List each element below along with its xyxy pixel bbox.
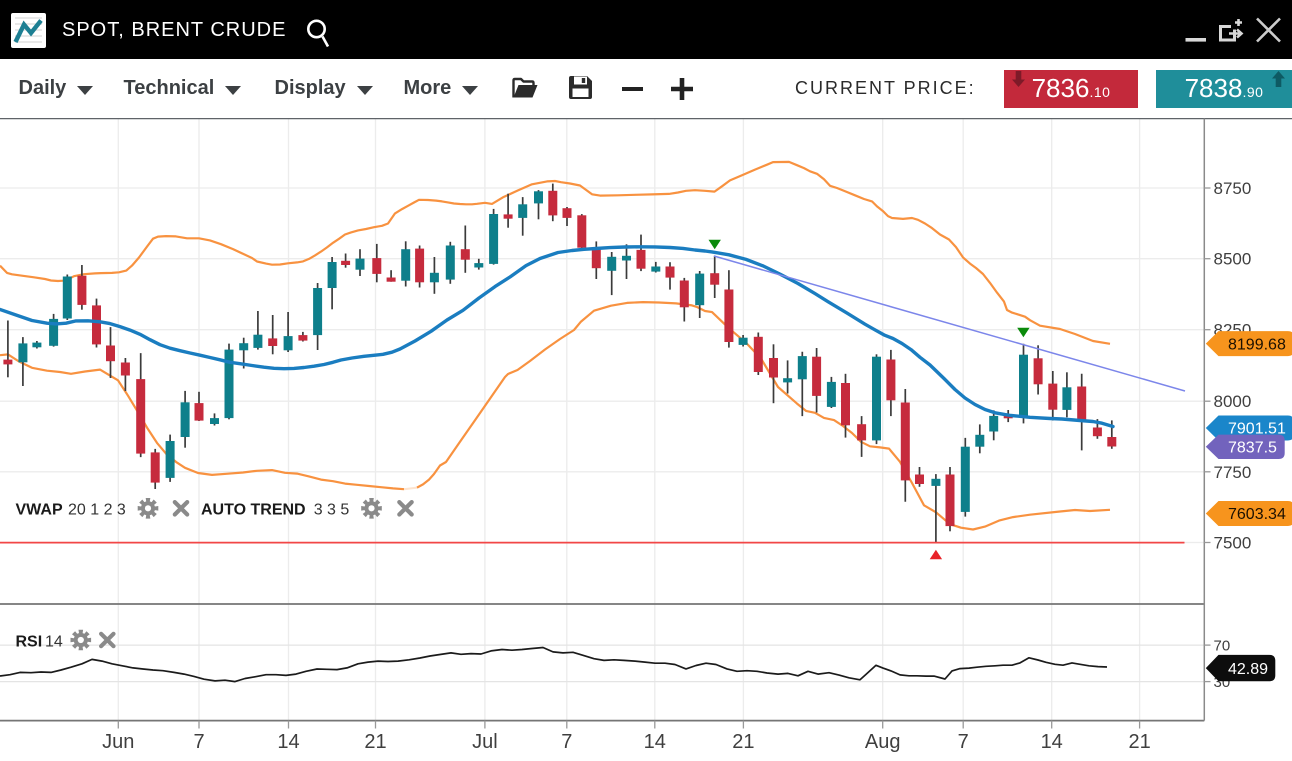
svg-text:8750: 8750 (1214, 179, 1252, 198)
svg-text:7500: 7500 (1214, 534, 1252, 553)
svg-text:VWAP: VWAP (16, 502, 63, 519)
svg-text:7750: 7750 (1214, 463, 1252, 482)
svg-text:14: 14 (1041, 731, 1063, 753)
svg-text:7837.5: 7837.5 (1228, 440, 1277, 457)
svg-text:21: 21 (1128, 731, 1150, 753)
svg-text:Jul: Jul (472, 731, 498, 753)
svg-text:20 1 2 3: 20 1 2 3 (68, 502, 126, 519)
svg-text:21: 21 (732, 731, 754, 753)
svg-text:14: 14 (644, 731, 666, 753)
svg-text:8500: 8500 (1214, 250, 1252, 269)
svg-text:RSI: RSI (16, 633, 43, 650)
svg-text:8199.68: 8199.68 (1228, 336, 1286, 353)
svg-text:8000: 8000 (1214, 392, 1252, 411)
svg-text:14: 14 (277, 731, 299, 753)
svg-text:14: 14 (45, 633, 63, 650)
svg-text:Aug: Aug (865, 731, 901, 753)
svg-text:AUTO TREND: AUTO TREND (201, 502, 306, 519)
svg-text:7603.34: 7603.34 (1228, 506, 1286, 523)
svg-text:3 3 5: 3 3 5 (314, 502, 350, 519)
svg-text:Jun: Jun (102, 731, 134, 753)
svg-text:7: 7 (561, 731, 572, 753)
svg-text:21: 21 (364, 731, 386, 753)
svg-text:7: 7 (958, 731, 969, 753)
svg-text:7: 7 (193, 731, 204, 753)
svg-text:7901.51: 7901.51 (1228, 421, 1286, 438)
svg-text:42.89: 42.89 (1228, 661, 1268, 678)
svg-text:70: 70 (1214, 638, 1231, 655)
